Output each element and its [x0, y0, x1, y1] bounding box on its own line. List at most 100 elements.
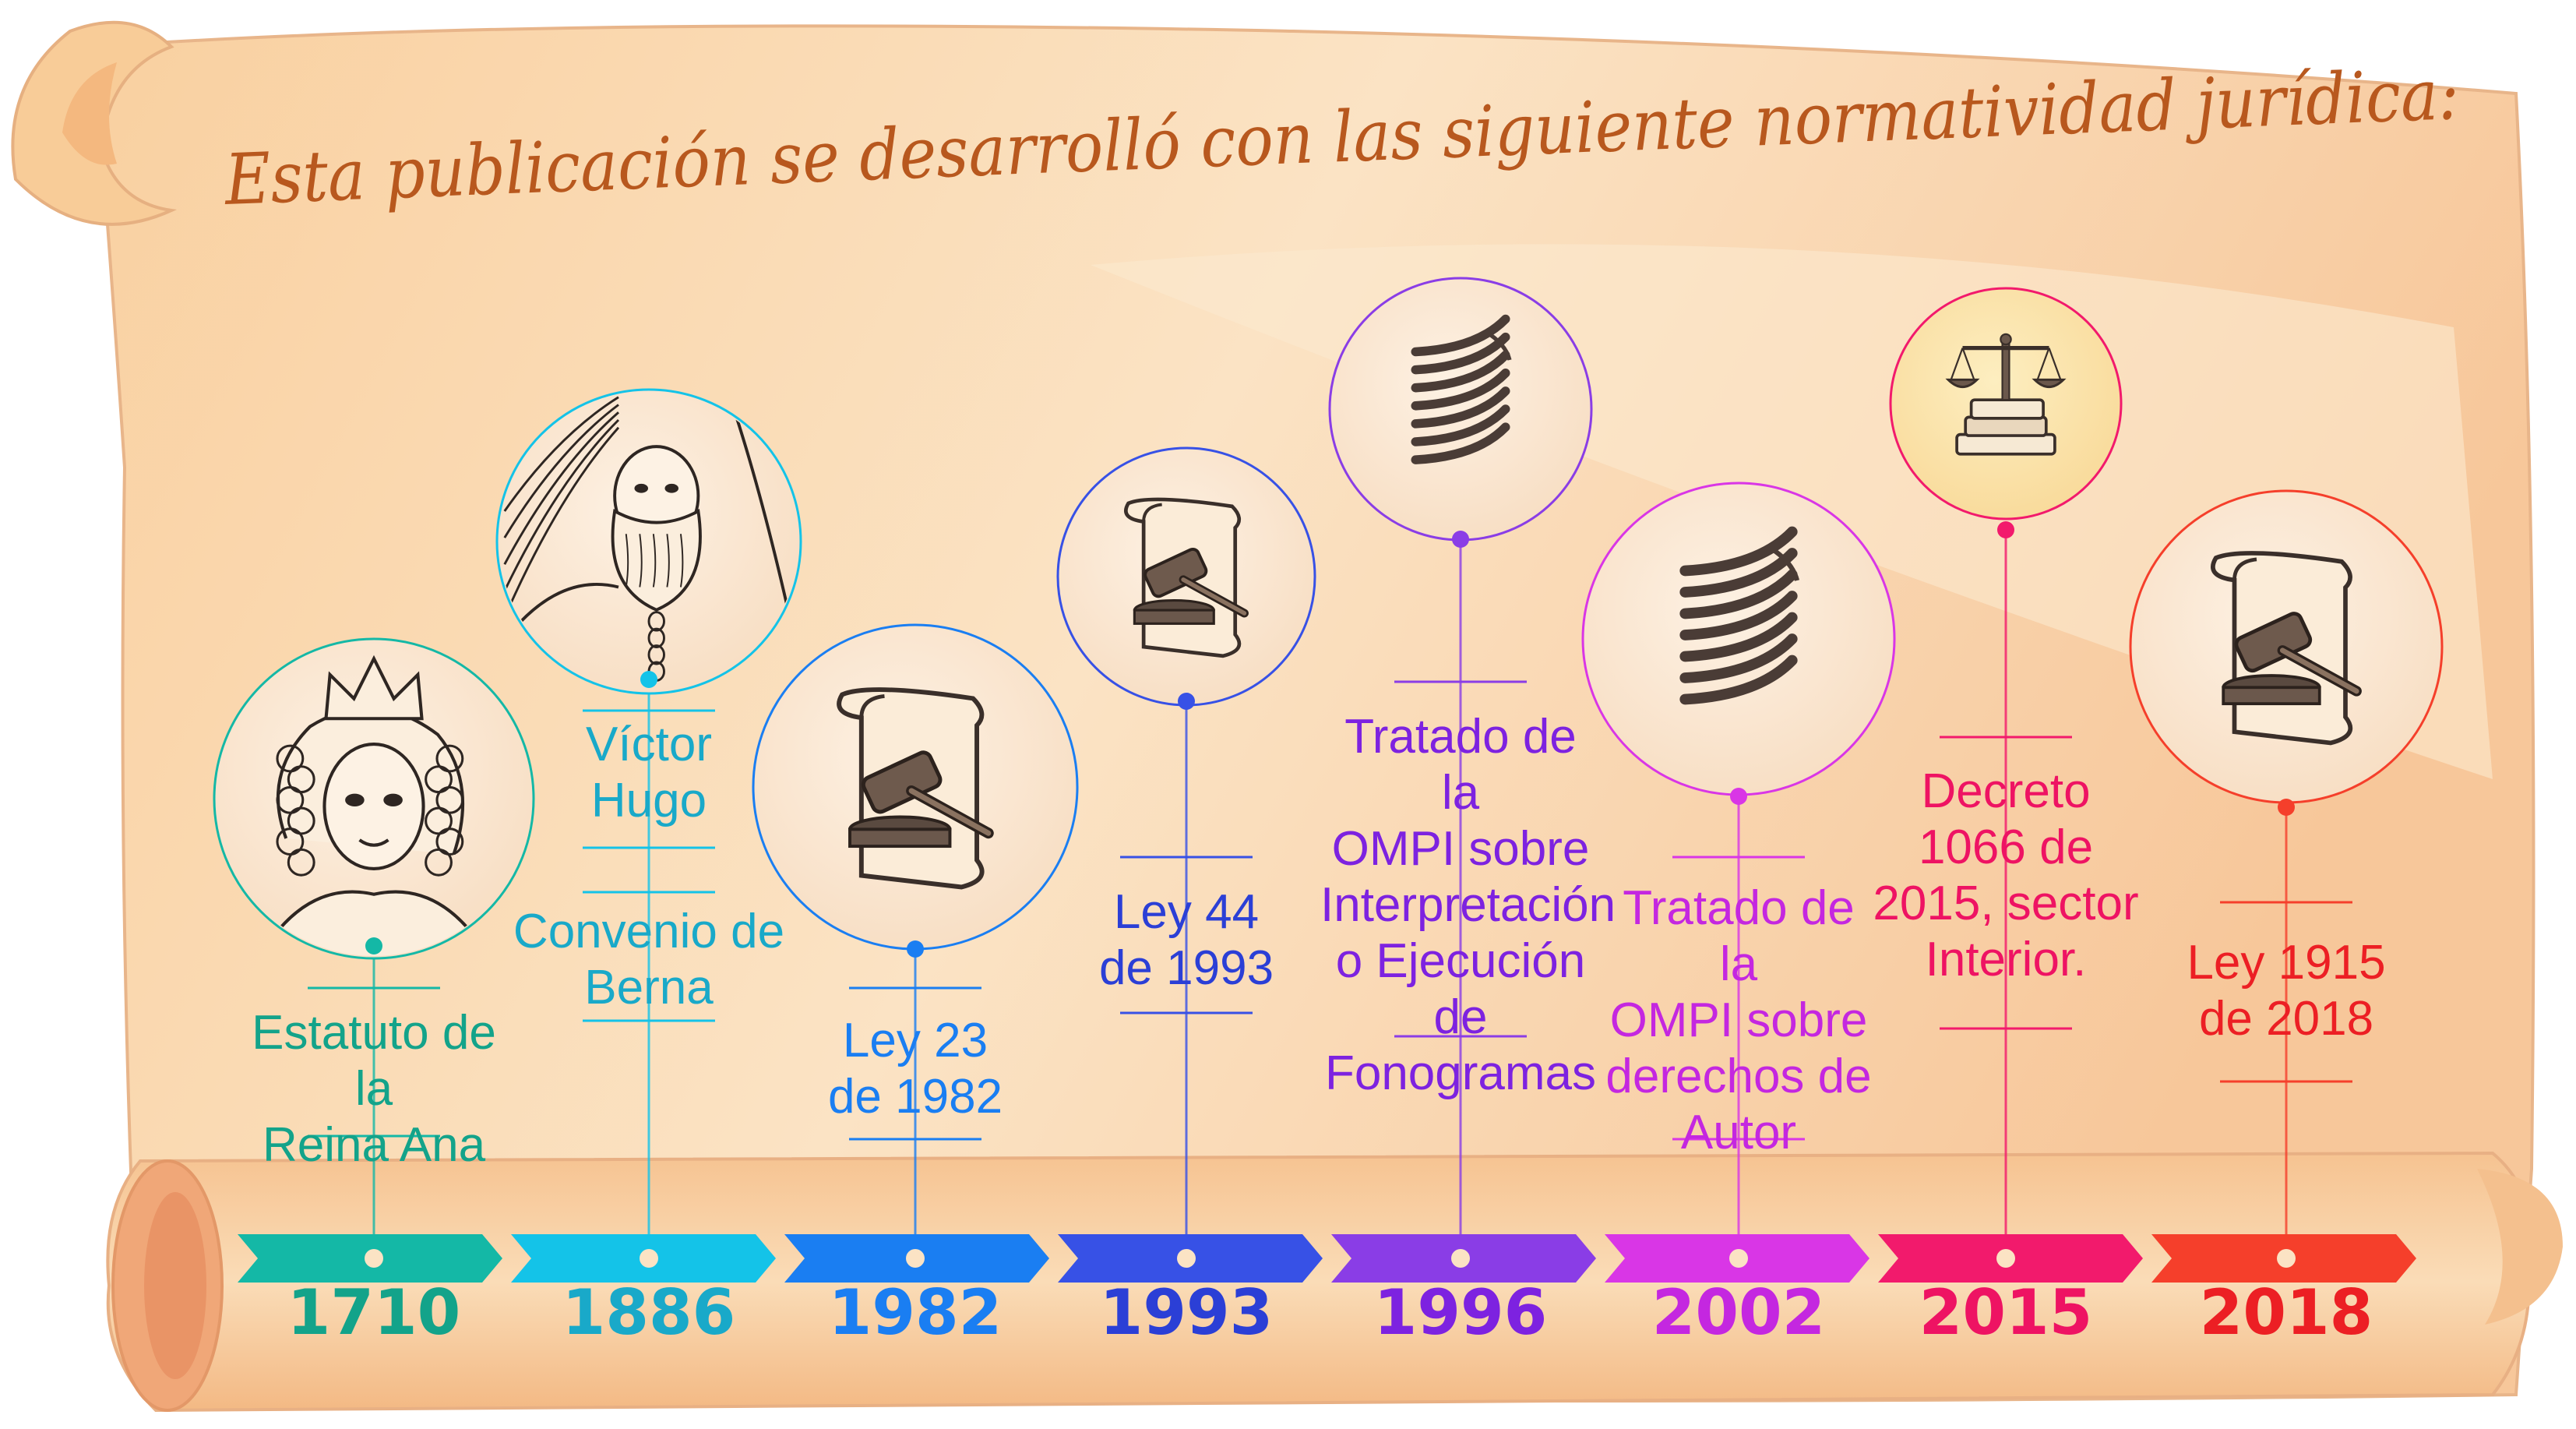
- arm: [731, 404, 795, 633]
- scale-chain: [1961, 348, 1975, 380]
- year-label: 2002: [1651, 1276, 1826, 1349]
- victor-hugo-portrait-icon: [503, 396, 795, 682]
- eye: [345, 793, 365, 806]
- event-label-line: Reina Ana: [262, 1118, 486, 1172]
- circle-dot: [1178, 693, 1195, 710]
- gavel-head: [2234, 612, 2313, 673]
- event-label-line: Autor: [1680, 1106, 1797, 1159]
- timeline-node: [1996, 1249, 2015, 1268]
- beard-line: [666, 534, 670, 587]
- event-label-line: Decreto: [1921, 764, 2091, 818]
- timeline-node: [1451, 1249, 1470, 1268]
- background-arc: [503, 411, 619, 565]
- timeline-item-1996: [1328, 277, 1596, 1283]
- wipo-stripe: [1411, 314, 1510, 357]
- eye: [634, 483, 649, 493]
- wipo-stripe: [1679, 633, 1798, 683]
- event-label: Ley 23 de 1982: [775, 1013, 1055, 1125]
- wipo-stripe: [1411, 369, 1510, 411]
- timeline-item-1993: [1056, 446, 1323, 1283]
- event-label: Ley 44 de 1993: [1046, 884, 1327, 997]
- wipo-stripe: [1679, 612, 1798, 662]
- braid: [647, 644, 665, 665]
- wipo-arc: [1484, 329, 1512, 361]
- timeline-item-1710: [213, 637, 535, 1283]
- beard: [611, 508, 702, 612]
- gavel-handle-inner: [2279, 647, 2359, 694]
- wipo-stripe: [1411, 404, 1510, 446]
- gavel-handle-inner: [1181, 577, 1247, 616]
- year-label: 1982: [828, 1276, 1003, 1349]
- event-label: Convenio de Berna: [509, 904, 789, 1016]
- circle-dot: [365, 937, 382, 954]
- gavel-base-side: [1133, 609, 1215, 625]
- scale-pillar: [2001, 341, 2010, 401]
- event-label-line: de Fonogramas: [1324, 990, 1597, 1100]
- event-label-line: Ley 44: [1113, 885, 1260, 939]
- wipo-logo-icon: [1679, 526, 1800, 705]
- book: [1969, 398, 2045, 420]
- icon-circle: [1328, 277, 1593, 542]
- event-label-line: o Ejecución: [1335, 934, 1586, 988]
- timeline-item-2015: [1878, 287, 2143, 1283]
- event-label-line: Interior.: [1925, 933, 2087, 986]
- background-arc: [503, 418, 620, 592]
- wipo-stripe: [1411, 350, 1510, 393]
- wipo-stripe: [1679, 569, 1798, 619]
- event-label-line: Convenio de: [513, 905, 785, 958]
- timeline: [213, 277, 2444, 1283]
- year-label: 1886: [562, 1276, 736, 1349]
- circle-dot: [2278, 799, 2295, 816]
- timeline-node: [906, 1249, 925, 1268]
- portrait-caption-line: Víctor: [586, 718, 712, 771]
- face: [322, 742, 425, 870]
- scale-chain: [2048, 348, 2062, 380]
- book: [1964, 415, 2048, 437]
- timeline-item-1886: [495, 388, 802, 1283]
- gavel-base-side: [2222, 686, 2321, 706]
- wipo-stripe: [1411, 422, 1510, 464]
- event-label-line: Estatuto de la: [252, 1006, 496, 1116]
- event-label-line: de 1993: [1098, 941, 1274, 995]
- year-label: 2018: [2199, 1276, 2373, 1349]
- event-label-line: Ley 1915: [2187, 936, 2386, 990]
- hair-curl: [425, 848, 453, 877]
- scale-pan: [1945, 378, 1980, 389]
- event-label-line: derechos de: [1605, 1050, 1872, 1103]
- hair-curl: [287, 848, 315, 877]
- timeline-node: [2277, 1249, 2296, 1268]
- year-label: 1996: [1373, 1276, 1548, 1349]
- braid: [647, 627, 665, 648]
- timeline-node: [365, 1249, 383, 1268]
- wipo-stripe: [1679, 591, 1798, 640]
- scroll-curl: [1142, 503, 1162, 522]
- timeline-item-2002: [1581, 482, 1896, 1283]
- book: [1955, 432, 2056, 456]
- year-label: 1993: [1099, 1276, 1274, 1349]
- event-label: Decreto 1066 de 2015, sector Interior.: [1866, 764, 2146, 988]
- beard-line: [625, 534, 629, 587]
- mouth: [358, 838, 389, 847]
- wipo-arc: [1766, 544, 1800, 581]
- icon-circle: [1581, 482, 1896, 796]
- scale-top: [2000, 333, 2012, 346]
- timeline-node: [640, 1249, 658, 1268]
- eye: [664, 483, 679, 493]
- justice-scale-books-icon: [1945, 333, 2067, 456]
- timeline-node: [1177, 1249, 1196, 1268]
- event-label: Tratado de la OMPI sobre derechos de Autor: [1598, 880, 1879, 1161]
- beard-line: [679, 534, 684, 587]
- event-label-line: Interpretación: [1320, 878, 1616, 932]
- event-label: Estatuto de la Reina Ana: [234, 1005, 514, 1173]
- event-label-line: Berna: [584, 961, 714, 1014]
- event-label-line: Ley 23: [842, 1014, 988, 1067]
- background-arc: [503, 426, 620, 619]
- timeline-item-2018: [2129, 489, 2444, 1283]
- event-label-line: OMPI sobre: [1331, 822, 1590, 876]
- gavel-head: [861, 750, 943, 814]
- event-label-line: Tratado de la: [1344, 710, 1577, 820]
- scroll-curl: [859, 693, 885, 718]
- gavel-handle-inner: [908, 788, 992, 836]
- crown: [324, 655, 424, 721]
